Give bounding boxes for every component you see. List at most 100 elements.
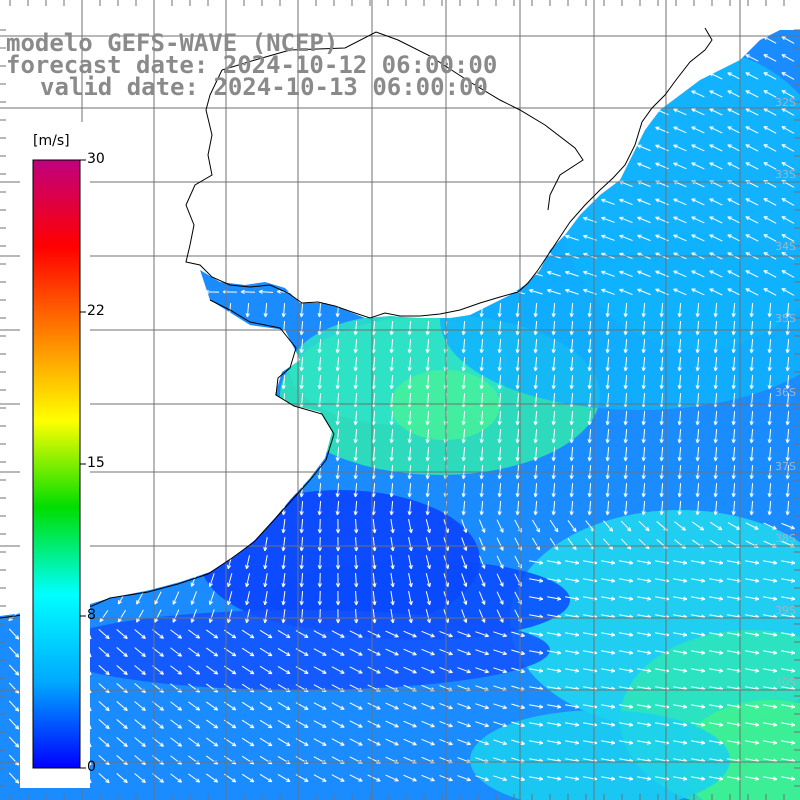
wind-arrow — [478, 609, 486, 623]
wind-arrow — [497, 356, 502, 372]
field-patch-10 — [50, 610, 550, 690]
wind-arrow — [425, 555, 431, 570]
wind-arrow — [763, 144, 777, 152]
wind-arrow — [641, 374, 646, 390]
wind-arrow — [263, 573, 268, 588]
wind-arrow — [619, 668, 634, 673]
wind-arrow — [117, 609, 127, 623]
wind-arrow — [299, 536, 304, 552]
wind-arrow — [713, 482, 718, 498]
wind-arrow — [299, 608, 304, 624]
wind-arrow — [569, 482, 574, 498]
wind-arrow — [407, 320, 412, 336]
colorbar-tick-0: 0 — [87, 759, 96, 775]
wind-arrow — [461, 519, 468, 533]
wind-arrow — [349, 720, 363, 728]
wind-arrow — [659, 356, 664, 372]
wind-arrow — [479, 428, 484, 444]
wind-arrow — [407, 446, 412, 462]
wind-arrow — [637, 270, 651, 278]
wind-arrow — [497, 482, 502, 498]
wind-arrow — [781, 234, 795, 242]
wind-arrow — [565, 560, 580, 565]
wind-arrow — [515, 374, 520, 390]
wind-arrow — [533, 446, 538, 462]
wind-arrow — [313, 774, 327, 782]
wind-arrow — [313, 738, 327, 746]
wind-arrow — [170, 701, 183, 711]
wind-arrow — [533, 338, 538, 354]
wind-arrow — [677, 428, 682, 444]
wind-arrow — [601, 270, 615, 277]
wind-arrow — [731, 428, 736, 444]
wind-arrow — [709, 650, 724, 655]
wind-arrow — [781, 522, 795, 530]
wind-arrow — [170, 665, 183, 675]
wind-arrow — [637, 776, 652, 781]
wind-arrow — [407, 374, 412, 390]
lat-label-34s: 34S — [775, 240, 796, 253]
wind-arrow — [116, 629, 128, 640]
wind-arrow — [677, 302, 682, 318]
wind-arrow — [749, 482, 754, 498]
wind-arrow — [785, 356, 790, 372]
wind-arrow — [601, 650, 616, 655]
wind-arrow — [569, 320, 574, 336]
wind-arrow — [659, 338, 664, 354]
wind-arrow — [695, 338, 700, 354]
wind-arrow — [226, 591, 233, 606]
wind-arrow — [637, 596, 652, 601]
wind-arrow — [767, 446, 772, 462]
wind-arrow — [547, 776, 562, 781]
wind-arrow — [98, 718, 110, 730]
wind-arrow — [475, 721, 489, 728]
wind-arrow — [785, 302, 790, 318]
wind-arrow — [154, 591, 162, 605]
wind-arrow — [205, 773, 219, 783]
wind-arrow — [511, 739, 526, 746]
wind-arrow — [317, 500, 322, 516]
wind-arrow — [727, 72, 741, 80]
wind-arrow — [8, 772, 20, 784]
wind-arrow — [529, 650, 544, 655]
wind-arrow — [551, 338, 556, 354]
wind-arrow — [403, 648, 417, 656]
wind-arrow — [263, 302, 268, 318]
wind-arrow — [673, 668, 688, 673]
wind-arrow — [299, 374, 304, 390]
wind-arrow — [335, 482, 340, 498]
wind-arrow — [727, 288, 741, 296]
wind-arrow — [335, 518, 341, 534]
wind-arrow — [511, 649, 526, 656]
wind-arrow — [641, 320, 646, 336]
wind-arrow — [749, 356, 754, 372]
wind-arrow — [567, 520, 577, 533]
wind-arrow — [299, 356, 304, 372]
wind-arrow — [637, 162, 651, 170]
wind-arrow — [241, 665, 255, 675]
wind-arrow — [172, 591, 180, 605]
wind-arrow — [353, 482, 358, 498]
wind-arrow — [749, 302, 754, 318]
wind-arrow — [547, 668, 562, 673]
wind-arrow — [461, 482, 466, 498]
wind-arrow — [317, 572, 323, 588]
wind-arrow — [637, 288, 651, 296]
wind-arrow — [299, 590, 304, 606]
wind-arrow — [335, 500, 340, 516]
wind-arrow — [727, 216, 741, 224]
wind-arrow — [245, 555, 251, 570]
wind-arrow — [659, 320, 664, 336]
wind-arrow — [457, 649, 471, 656]
wind-arrow — [354, 536, 359, 552]
wind-arrow — [587, 446, 592, 462]
wind-arrow — [638, 520, 650, 532]
wind-arrow — [763, 36, 777, 44]
wind-arrow — [277, 773, 291, 783]
wind-arrow — [8, 736, 20, 748]
wind-arrow — [549, 519, 559, 533]
wind-arrow — [403, 702, 417, 710]
wind-arrow — [691, 108, 705, 116]
wind-arrow — [731, 302, 736, 318]
